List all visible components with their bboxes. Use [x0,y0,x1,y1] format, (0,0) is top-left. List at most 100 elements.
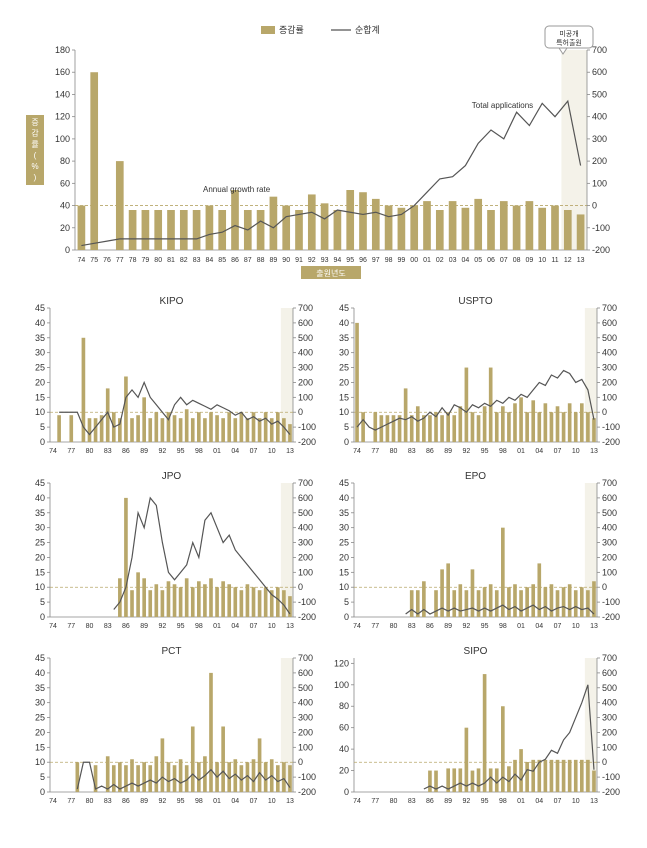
svg-text:500: 500 [592,89,607,99]
svg-text:30: 30 [338,348,348,358]
svg-text:40: 40 [338,493,348,503]
svg-text:120: 120 [55,112,70,122]
svg-text:89: 89 [270,257,278,264]
svg-text:98: 98 [195,798,203,805]
svg-text:83: 83 [407,798,415,805]
svg-text:500: 500 [602,333,617,343]
svg-text:0: 0 [298,757,303,767]
svg-text:74: 74 [353,623,361,630]
svg-text:40: 40 [338,318,348,328]
svg-text:95: 95 [480,798,488,805]
chart-pct: 051015202530354045-200-10001002003004005… [20,640,324,810]
svg-text:5: 5 [40,422,45,432]
svg-text:0: 0 [298,407,303,417]
svg-text:45: 45 [338,303,348,313]
svg-text:83: 83 [104,798,112,805]
svg-text:89: 89 [140,798,148,805]
svg-text:100: 100 [592,178,607,188]
svg-text:100: 100 [333,680,348,690]
svg-text:증감률: 증감률 [279,24,304,35]
svg-text:미공개: 미공개 [559,29,578,38]
svg-text:700: 700 [602,303,617,313]
svg-text:60: 60 [338,723,348,733]
svg-text:88: 88 [257,257,265,264]
svg-text:95: 95 [480,448,488,455]
chart-uspto: 051015202530354045-200-10001002003004005… [324,290,628,460]
svg-text:600: 600 [298,318,313,328]
svg-text:04: 04 [231,798,239,805]
svg-text:00: 00 [410,257,418,264]
svg-text:07: 07 [250,798,258,805]
svg-text:출원년도: 출원년도 [316,268,345,278]
svg-text:01: 01 [517,448,525,455]
svg-text:700: 700 [602,478,617,488]
svg-text:700: 700 [298,303,313,313]
svg-text:92: 92 [158,798,166,805]
svg-text:96: 96 [359,257,367,264]
svg-text:95: 95 [177,798,185,805]
svg-text:700: 700 [298,478,313,488]
svg-text:04: 04 [535,623,543,630]
svg-text:45: 45 [338,478,348,488]
svg-text:300: 300 [298,713,313,723]
svg-text:20: 20 [60,223,70,233]
svg-text:%: % [31,162,38,171]
svg-text:-200: -200 [592,245,610,255]
svg-text:01: 01 [213,448,221,455]
svg-text:92: 92 [158,448,166,455]
svg-text:77: 77 [371,798,379,805]
svg-text:20: 20 [338,766,348,776]
svg-text:04: 04 [231,623,239,630]
svg-text:01: 01 [517,623,525,630]
svg-text:13: 13 [590,448,598,455]
svg-text:07: 07 [553,798,561,805]
svg-text:-200: -200 [602,612,620,622]
svg-text:증: 증 [31,118,38,127]
svg-text:35: 35 [35,333,45,343]
svg-text:10: 10 [35,407,45,417]
svg-text:85: 85 [218,257,226,264]
svg-text:SIPO: SIPO [463,646,487,657]
svg-text:45: 45 [35,653,45,663]
svg-text:20: 20 [35,727,45,737]
svg-text:87: 87 [244,257,252,264]
svg-text:74: 74 [49,798,57,805]
svg-text:5: 5 [343,422,348,432]
svg-text:95: 95 [177,448,185,455]
svg-text:-100: -100 [298,422,316,432]
svg-text:04: 04 [535,798,543,805]
svg-text:89: 89 [140,448,148,455]
svg-text:76: 76 [103,257,111,264]
svg-text:10: 10 [268,448,276,455]
svg-text:-200: -200 [602,787,620,797]
svg-text:74: 74 [353,448,361,455]
svg-text:PCT: PCT [162,646,182,657]
svg-text:83: 83 [407,448,415,455]
svg-text:80: 80 [154,257,162,264]
svg-text:10: 10 [268,798,276,805]
svg-text:15: 15 [35,392,45,402]
svg-text:93: 93 [321,257,329,264]
svg-text:80: 80 [60,156,70,166]
svg-text:03: 03 [449,257,457,264]
svg-text:40: 40 [338,744,348,754]
svg-text:400: 400 [602,348,617,358]
svg-text:0: 0 [343,787,348,797]
svg-text:100: 100 [55,134,70,144]
svg-text:25: 25 [338,363,348,373]
svg-text:25: 25 [35,363,45,373]
svg-text:83: 83 [193,257,201,264]
svg-text:10: 10 [35,757,45,767]
svg-text:-200: -200 [298,787,316,797]
svg-text:0: 0 [592,201,597,211]
svg-text:13: 13 [590,798,598,805]
svg-text:JPO: JPO [162,471,182,482]
svg-text:500: 500 [602,683,617,693]
svg-text:KIPO: KIPO [160,296,184,307]
svg-text:0: 0 [65,245,70,255]
svg-text:0: 0 [343,437,348,447]
svg-text:600: 600 [298,493,313,503]
svg-text:-100: -100 [592,223,610,233]
svg-text:25: 25 [35,538,45,548]
svg-text:5: 5 [40,597,45,607]
